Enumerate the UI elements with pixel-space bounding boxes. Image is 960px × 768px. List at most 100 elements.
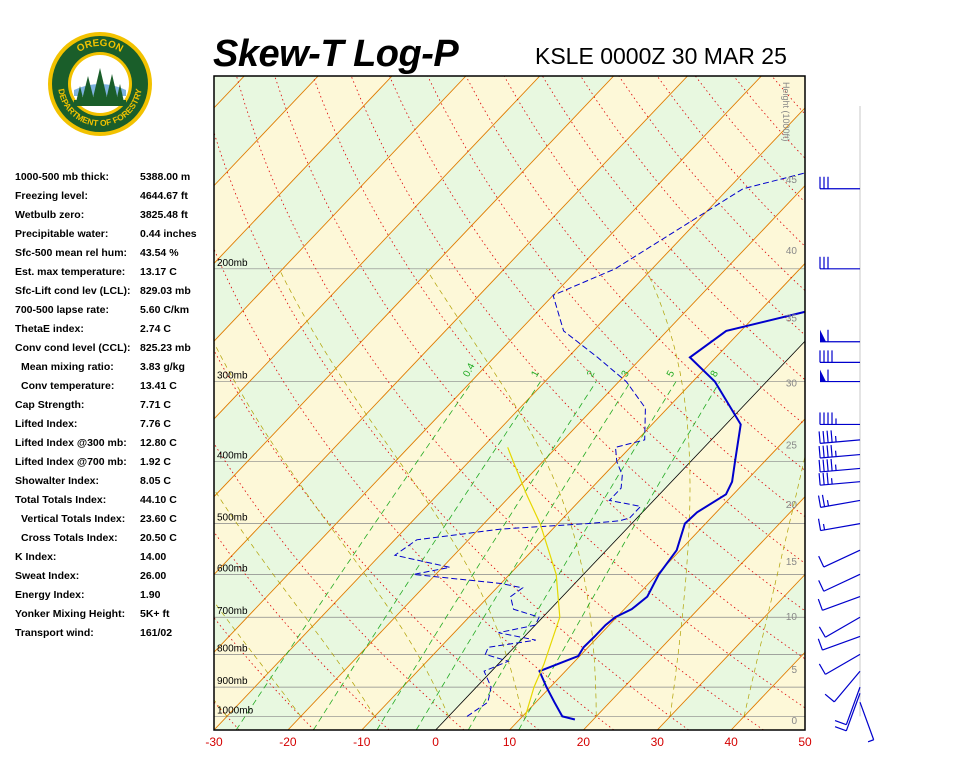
index-label: ThetaE index:	[15, 323, 84, 335]
dry-adiabat-line	[465, 76, 805, 471]
mixing-ratio-line	[313, 381, 541, 730]
index-label: Est. max temperature:	[15, 266, 126, 278]
index-label: Vertical Totals Index:	[21, 513, 126, 525]
height-tick-label: 5	[791, 665, 797, 676]
wind-barb-full	[826, 430, 829, 443]
index-label: Sweat Index:	[15, 570, 80, 582]
wind-barb-flag	[820, 329, 826, 342]
station-time-label: KSLE 0000Z 30 MAR 25	[535, 43, 787, 69]
index-row: ThetaE index: 2.74 C	[15, 320, 215, 339]
isotherm-line	[583, 496, 805, 730]
isotherm-line	[804, 729, 805, 730]
wind-barb	[834, 693, 861, 732]
index-value: 20.50 C	[140, 532, 177, 544]
mixing-ratio-line	[518, 381, 721, 730]
dry-adiabat-line	[214, 349, 540, 730]
moist-adiabat-line	[278, 268, 523, 717]
wind-barb-full	[818, 663, 826, 675]
moist-adiabat-line	[214, 601, 302, 717]
wind-barb-full	[826, 445, 829, 458]
wind-barb	[819, 350, 860, 363]
wind-barb	[817, 494, 861, 508]
wind-barb	[817, 596, 861, 611]
wind-barb	[818, 458, 861, 473]
index-row: Yonker Mixing Height: 5K+ ft	[15, 605, 215, 624]
wind-barb-staff	[823, 573, 861, 592]
wind-barb-half	[834, 450, 837, 457]
height-tick-label: 45	[786, 175, 798, 186]
temperature-profile-line	[538, 310, 805, 721]
x-tick-label: -10	[353, 735, 371, 749]
height-tick-label: 10	[786, 612, 798, 623]
index-label: Lifted Index @700 mb:	[15, 456, 127, 468]
wind-barb-full	[822, 459, 825, 472]
wind-barb-full	[822, 431, 825, 444]
index-row: Conv temperature: 13.41 C	[15, 377, 215, 396]
index-value: 26.00	[140, 570, 167, 582]
isotherm-line	[214, 76, 467, 342]
dry-adiabat-line	[214, 442, 465, 730]
isotherm-band	[805, 76, 960, 730]
index-label: Showalter Index:	[15, 475, 100, 487]
wind-barb-full	[822, 445, 825, 458]
wind-barb-full	[834, 726, 847, 732]
wind-barb	[818, 472, 861, 486]
moist-adiabat-line	[214, 699, 228, 717]
dry-adiabat-line	[0, 76, 164, 730]
mixing-ratio-label: 2	[585, 369, 598, 379]
pressure-label: 800mb	[217, 643, 248, 654]
page-title: Skew-T Log-P	[213, 33, 459, 75]
height-tick-label: 25	[786, 440, 798, 451]
isotherm-line	[214, 76, 762, 653]
isotherm-line	[214, 76, 393, 265]
logo-ground	[74, 100, 126, 106]
wind-barb-full	[818, 580, 825, 592]
wind-barb-staff	[859, 701, 875, 740]
index-value: 13.17 C	[140, 266, 177, 278]
dry-adiabat-line	[236, 76, 764, 730]
wind-barb-full	[826, 459, 829, 472]
wind-barb-half	[834, 464, 837, 471]
dry-adiabat-line	[214, 131, 689, 730]
wind-barb-staff	[820, 481, 861, 486]
wind-barb-half	[867, 739, 874, 743]
moist-adiabat-line	[214, 342, 449, 717]
index-value: 0.44 inches	[140, 228, 197, 240]
index-label: Precipitable water:	[15, 228, 109, 240]
index-row: Conv cond level (CCL): 825.23 mb	[15, 339, 215, 358]
height-tick-label: 40	[786, 246, 798, 257]
index-label: Energy Index:	[15, 589, 85, 601]
pressure-label: 700mb	[217, 606, 248, 617]
dry-adiabat-line	[214, 701, 240, 730]
index-value: 14.00	[140, 551, 167, 563]
height-tick-label: 20	[786, 500, 798, 511]
wind-barb	[824, 670, 861, 703]
wind-barb-staff	[825, 616, 861, 638]
isotherm-line	[656, 573, 805, 730]
index-label: Wetbulb zero:	[15, 209, 85, 221]
index-value: 1.90	[140, 589, 161, 601]
pressure-label: 300mb	[217, 371, 248, 382]
index-value: 829.03 mb	[140, 285, 191, 297]
wind-barb	[818, 573, 861, 592]
dry-adiabat-line	[542, 76, 805, 381]
dry-adiabat-line	[389, 76, 805, 564]
wind-barb-full	[818, 626, 826, 638]
wind-barb	[818, 549, 861, 568]
wind-barb	[818, 653, 861, 675]
wind-barb	[818, 616, 861, 638]
wind-barb-full	[826, 472, 829, 485]
wind-barb-full	[821, 494, 826, 507]
index-label: Mean mixing ratio:	[21, 361, 114, 373]
pressure-label: 600mb	[217, 563, 248, 574]
isotherm-line	[509, 418, 805, 730]
index-value: 5K+ ft	[140, 608, 170, 620]
index-value: 3825.48 ft	[140, 209, 188, 221]
moist-adiabat-line	[214, 488, 375, 717]
zero-isotherm-line	[435, 340, 805, 730]
wind-barb-staff	[820, 499, 861, 508]
wind-barb-staff	[820, 523, 861, 532]
index-value: 1.92 C	[140, 456, 171, 468]
index-value: 23.60 C	[140, 513, 177, 525]
index-row: Wetbulb zero: 3825.48 ft	[15, 206, 215, 225]
